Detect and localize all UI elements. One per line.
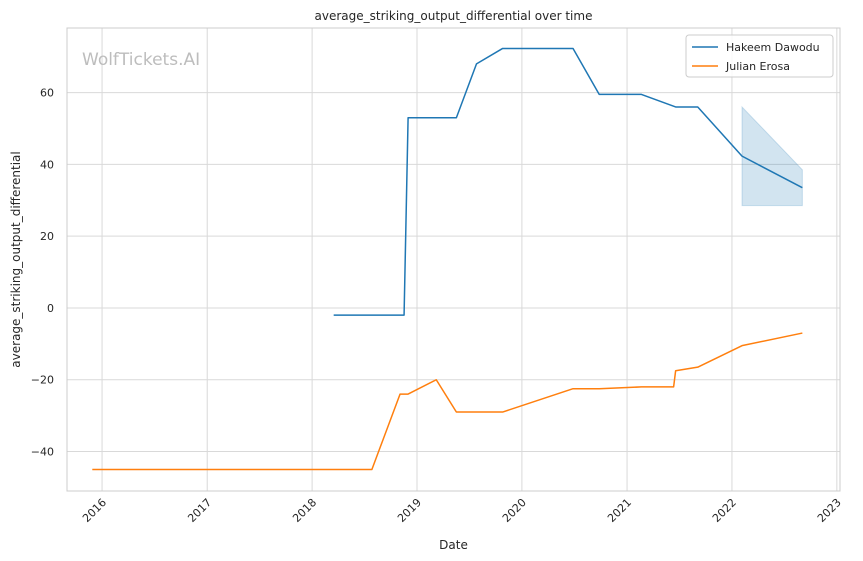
y-axis-label: average_striking_output_differential	[9, 151, 23, 367]
series-line	[333, 47, 803, 316]
legend-label: Hakeem Dawodu	[726, 41, 820, 54]
x-tick-label: 2016	[80, 496, 109, 525]
x-tick-label: 2017	[185, 496, 214, 525]
y-axis-ticks: −40 −20 0 20 40 60	[31, 87, 54, 459]
x-axis-label: Date	[439, 538, 468, 552]
confidence-bands	[741, 105, 803, 207]
y-tick-label: 20	[40, 230, 54, 243]
series-lines	[92, 47, 803, 471]
x-axis-ticks: 2016 2017 2018 2019 2020 2021 2022 2023	[80, 496, 844, 525]
legend-box	[685, 34, 834, 78]
confidence-band	[741, 105, 803, 207]
legend-label: Julian Erosa	[725, 60, 790, 73]
x-tick-label: 2018	[290, 496, 319, 525]
chart-title: average_striking_output_differential ove…	[315, 9, 593, 23]
y-tick-label: 40	[40, 158, 54, 171]
y-tick-label: −20	[31, 374, 54, 387]
plot-frame	[66, 27, 841, 492]
series-line	[92, 332, 803, 471]
x-tick-label: 2020	[500, 496, 529, 525]
grid	[67, 28, 840, 491]
x-tick-label: 2021	[605, 496, 634, 525]
x-tick-label: 2019	[395, 496, 424, 525]
y-tick-label: −40	[31, 446, 54, 459]
y-tick-label: 0	[47, 302, 54, 315]
x-tick-label: 2022	[710, 496, 739, 525]
watermark: WolfTickets.AI	[82, 50, 200, 70]
y-tick-label: 60	[40, 87, 54, 100]
legend: Hakeem Dawodu Julian Erosa	[685, 34, 834, 78]
x-tick-label: 2023	[815, 496, 844, 525]
legend-items: Hakeem Dawodu Julian Erosa	[692, 41, 820, 73]
